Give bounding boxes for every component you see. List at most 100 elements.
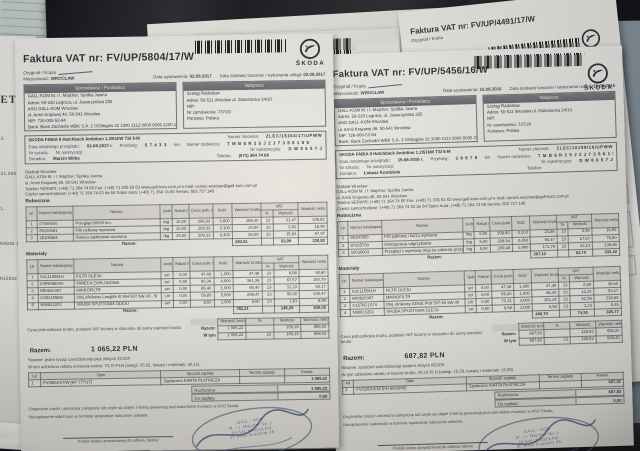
vin-label: Numer nadwozia: <box>186 141 221 147</box>
wtym-net: 866,03 <box>301 330 330 339</box>
labor-total-gross: 283,91 <box>232 238 262 247</box>
signature-area: Podpis osoby upoważnionej do odbioru fak… <box>63 436 174 444</box>
mileage-label: Przebieg: <box>119 142 138 148</box>
wtym-pct: 23 <box>544 336 571 345</box>
vehicle-box: SKODA FABIA II Hatchback Ambition 1.2/51… <box>334 141 618 180</box>
advisor-label: Doradca: <box>339 170 358 177</box>
materials-total-vat: 74,93 <box>570 309 595 318</box>
last-service-date: 15-08-2016 r. <box>397 156 424 162</box>
city-value: WROCŁAW <box>50 75 75 82</box>
col-net: Wartość netto <box>299 255 328 270</box>
order-label: Numer zlecenia: <box>518 146 550 152</box>
col-lp: Lp <box>339 274 350 289</box>
table-cell: 1 <box>342 386 354 395</box>
table-cell: Zapłacono KARTA PŁATNICZA <box>466 381 540 391</box>
materials-table: Lp Numer katalogowy Nazwa Jedn. Rabat (%… <box>339 266 622 325</box>
col-unit: Jedn. <box>464 270 476 285</box>
col-catalog: Numer katalogowy <box>347 220 382 236</box>
vat-note: Cena jednostkowa brutto, podatek VAT lic… <box>27 324 181 333</box>
wtym-net: 559,20 <box>596 334 623 343</box>
skoda-logo-icon <box>299 38 321 60</box>
vin-label: Numer nadwozia: <box>497 152 531 159</box>
col-gross: Wartość brutto <box>531 268 559 283</box>
issue-date: 02.08.2017 <box>189 73 212 79</box>
col-net: Wartość netto <box>593 266 621 282</box>
materials-table: Lp Numer katalogowy Nazwa Jedn. Rabat (%… <box>26 255 329 317</box>
table-cell: FV/5804/17/W [KP 777/17] <box>40 377 162 387</box>
labor-table: Lp Numer katalogowy Nazwa Jedn. Rabat (%… <box>25 202 328 250</box>
reg-label: Nr rejestracyjny: <box>250 146 282 152</box>
delivery-label: Data dostawy towarów / wykonania usługi: <box>219 72 303 79</box>
mileage-value: 3 9 9 7 9 <box>455 154 478 161</box>
city-label: Miejscowość: <box>23 76 50 82</box>
auth-label: Nr autoryzacji: <box>366 163 395 170</box>
col-rabat: Rabat (%) <box>172 257 190 272</box>
phone-label: Telefon: <box>527 165 543 171</box>
materials-total-gross: 400,70 <box>532 310 560 319</box>
summary-row: Cena jednostkowa brutto, podatek VAT lic… <box>27 316 330 343</box>
barcode-icon <box>194 39 288 54</box>
totals-table: Wartość brutto % Wartość Wartość netto R… <box>492 320 623 346</box>
order-label: Numer zlecenia: <box>227 134 259 140</box>
mileage-value: 5 7 4 3 3 <box>144 141 167 148</box>
col-rabat: Rabat (%) <box>473 217 490 232</box>
issue-label: Data wystawienia: <box>442 86 479 93</box>
totals-table: Wartość brutto % Wartość Wartość netto R… <box>190 316 330 340</box>
delivery-date: 02.08.2017 <box>303 71 326 78</box>
col-rabat: Rabat (%) <box>171 204 189 219</box>
seller-lines: GALL-KOM M. i I. Majcher, Spółka Jawna Ad… <box>335 104 477 145</box>
wtym-vat: 128,62 <box>570 335 597 344</box>
wtym-vat: 199,19 <box>273 331 302 339</box>
wtym-label: W tym <box>203 332 216 339</box>
signature-area: Podpis osoby upoważnionej do odbioru fak… <box>377 441 488 451</box>
party-boxes: Sprzedawca i Posiadacz GALL-KOM M. i I. … <box>333 91 617 146</box>
city-label: Miejscowość: <box>333 90 360 97</box>
mileage-label: Przebieg: <box>430 155 449 161</box>
col-qty: Ilość <box>212 203 233 218</box>
skoda-logo-icon <box>587 62 610 85</box>
materials-total-net: 325,77 <box>594 308 622 317</box>
skoda-logo: ŠKODA <box>296 38 326 69</box>
slownie-value: jeden tysiąc sześćdziesiąt pięć złotych … <box>44 356 131 363</box>
grand-total-value: 1 065,22 PLN <box>90 345 138 354</box>
last-service-date: 02-08-2017 r. <box>86 142 113 149</box>
signature-caption: Podpis osoby upoważnionej do odbioru fak… <box>392 442 474 451</box>
seller-box: Sprzedawca i Posiadacz GALL-KOM M. i I. … <box>23 82 178 132</box>
col-catalog: Numer katalogowy <box>37 259 74 274</box>
delivery-label: Data dostawy towarów / wykonania usługi: <box>509 83 593 91</box>
dealer-block: Oddział Wrocław GALL-KOM M. i I. Majcher,… <box>25 164 327 197</box>
col-qty: Ilość <box>213 256 234 272</box>
grand-total-label: Razem: <box>343 355 365 362</box>
table-cell: 1 <box>28 379 41 387</box>
labor-table: Lp Numer katalogowy Nazwa Jedn. Rabat (%… <box>337 213 620 265</box>
col-lp: Lp <box>26 259 38 274</box>
materials-total-net: 636,02 <box>299 304 329 313</box>
col-gross: Wartość brutto <box>232 256 262 271</box>
vat-note: Cena jednostkowa brutto, podatek VAT lic… <box>340 330 483 345</box>
seller-lines: GALL-KOM M. i I. Majcher, Spółka Jawna Ad… <box>25 91 177 130</box>
buyer-box: Nabywca Szeląg Radosław Adres: 50-511 Wro… <box>482 91 617 142</box>
settlement: Rozliczono: 687,82 Do zapłaty: 0,00 <box>494 387 625 408</box>
skoda-wordmark: ŠKODA <box>584 84 614 92</box>
col-price: Cena jedn. brutto <box>490 269 514 285</box>
invoice-5456: ŠKODA Faktura VAT nr: FV/UP/5456/16/W Or… <box>324 45 634 451</box>
grand-total-label: Razem: <box>29 347 52 355</box>
damage-label: Nr szkody: <box>339 164 360 170</box>
reg-value: D W 8 6 5 7 J <box>579 156 614 163</box>
col-unit: Jedn. <box>462 217 475 232</box>
empty-cell <box>261 238 274 246</box>
buyer-box: Nabywca Szeląg Radosław Adres: 50-511 Wro… <box>182 80 327 129</box>
col-name: Nazwa <box>73 257 161 274</box>
empty-cell <box>262 305 275 313</box>
col-gross: Wartość brutto <box>529 215 558 230</box>
table-cell: 687,82 <box>581 378 624 388</box>
phone-label: Telefon: <box>216 153 232 159</box>
summary-row: Cena jednostkowa brutto, podatek VAT lic… <box>340 320 623 351</box>
dealer-stamp: GALL - KOM M. i I. Majcher Sp. j. 50-541 W… <box>471 407 607 451</box>
km-label: km <box>173 141 180 147</box>
phone-value: (071) 364 74 60 <box>238 152 269 159</box>
stamp-icon <box>191 407 313 451</box>
col-net: Wartość netto <box>591 213 619 228</box>
advisor-label: Doradca: <box>28 156 47 162</box>
